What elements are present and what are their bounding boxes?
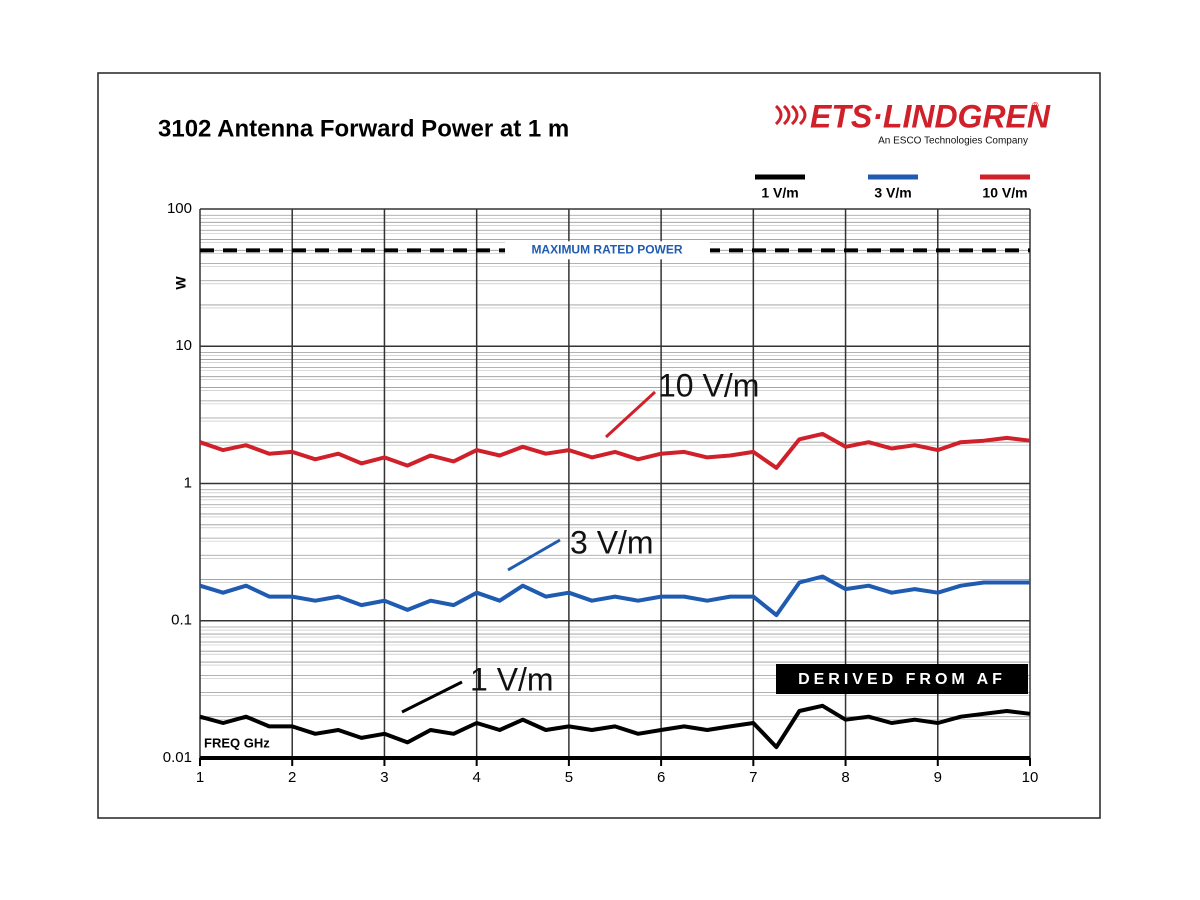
logo: ETS·LINDGREN ® An ESCO Technologies Comp… <box>774 98 1051 147</box>
chart-title: 3102 Antenna Forward Power at 1 m <box>158 115 569 142</box>
annotation: 10 V/m <box>658 367 759 403</box>
reference-label: MAXIMUM RATED POWER <box>531 242 682 256</box>
x-tick-label: 5 <box>565 769 573 786</box>
series-line <box>199 574 1030 618</box>
y-tick-label: 1 <box>184 474 192 491</box>
x-tick-label: 4 <box>472 769 480 786</box>
series-line <box>199 703 1031 750</box>
annotation: 1 V/m <box>470 661 554 697</box>
x-tick-label: 1 <box>196 769 204 786</box>
x-tick-label: 10 <box>1022 769 1039 786</box>
x-tick-label: 2 <box>288 769 296 786</box>
annotation: 3 V/m <box>570 524 654 560</box>
x-tick-label: 6 <box>657 769 665 786</box>
y-tick-label: 0.01 <box>163 749 192 766</box>
logo-registered: ® <box>1032 100 1039 110</box>
y-tick-label: 10 <box>175 337 192 354</box>
y-axis-label: W <box>173 276 189 290</box>
legend-label: 10 V/m <box>982 185 1027 201</box>
legend-label: 3 V/m <box>874 185 911 201</box>
y-tick-label: 0.1 <box>171 612 192 629</box>
y-tick-label: 100 <box>167 200 192 217</box>
x-tick-label: 8 <box>841 769 849 786</box>
annotation: DERIVED FROM AF <box>798 671 1006 688</box>
logo-tagline: An ESCO Technologies Company <box>878 136 1028 147</box>
x-tick-label: 3 <box>380 769 388 786</box>
x-axis-label: FREQ GHz <box>204 735 270 750</box>
logo-icon <box>774 104 807 126</box>
x-tick-label: 7 <box>749 769 757 786</box>
annotation-leader <box>507 538 561 572</box>
annotation-leader <box>604 390 657 439</box>
logo-name: ETS·LINDGREN <box>810 98 1051 134</box>
reference-label-bg <box>505 241 710 260</box>
annotation-box <box>776 664 1028 694</box>
legend-label: 1 V/m <box>761 185 798 201</box>
x-tick-label: 9 <box>934 769 942 786</box>
annotation-leader <box>401 680 463 714</box>
series-line <box>199 431 1031 470</box>
